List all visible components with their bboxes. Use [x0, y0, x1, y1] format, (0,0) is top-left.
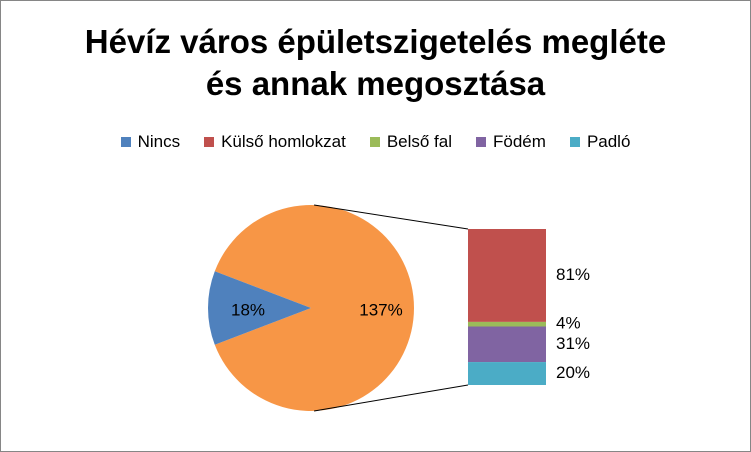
- legend-label-nincs: Nincs: [137, 132, 181, 151]
- bar-segment-belso-fal: [468, 321, 546, 327]
- pie-slice-nincs: [208, 271, 311, 345]
- legend-swatch-nincs: [120, 137, 131, 147]
- connector-line-bottom: [314, 384, 469, 412]
- pie-slice-other: [214, 204, 414, 412]
- data-label-kulso-homlokzat: 81%: [556, 265, 590, 284]
- legend-swatch-padlo: [569, 137, 580, 147]
- connector-line-top: [314, 204, 469, 230]
- bar-segment-fodem: [468, 326, 546, 363]
- legend-swatch-fodem: [476, 137, 487, 147]
- legend-label-fodem: Födém: [493, 132, 546, 151]
- legend-item-padlo: Padló: [569, 132, 631, 152]
- legend-item-fodem: Födém: [476, 132, 546, 152]
- bar-segment-padlo: [468, 362, 546, 385]
- legend-label-padlo: Padló: [586, 132, 631, 151]
- data-label-belso-fal: 4%: [556, 314, 581, 333]
- data-label-nincs: 18%: [231, 300, 265, 319]
- data-label-fodem: 31%: [556, 334, 590, 353]
- legend-label-belso-fal: Belső fal: [386, 132, 453, 151]
- legend-item-belso-fal: Belső fal: [369, 132, 453, 152]
- data-label-other: 137%: [359, 300, 402, 319]
- bar-segment-kulso-homlokzat: [468, 229, 546, 322]
- legend: Nincs Külső homlokzat Belső fal Födém Pa…: [1, 132, 750, 152]
- chart-title-line-1: Hévíz város épületszigetelés megléte: [84, 23, 667, 60]
- chart-title: Hévíz város épületszigetelés megléte és …: [1, 21, 750, 105]
- chart-title-line-2: és annak megosztása: [205, 65, 546, 102]
- legend-swatch-belso-fal: [369, 137, 380, 147]
- legend-item-nincs: Nincs: [120, 132, 181, 152]
- data-label-padlo: 20%: [556, 363, 590, 382]
- legend-item-kulso-homlokzat: Külső homlokzat: [204, 132, 346, 152]
- legend-label-kulso-homlokzat: Külső homlokzat: [221, 132, 346, 151]
- legend-swatch-kulso-homlokzat: [204, 137, 215, 147]
